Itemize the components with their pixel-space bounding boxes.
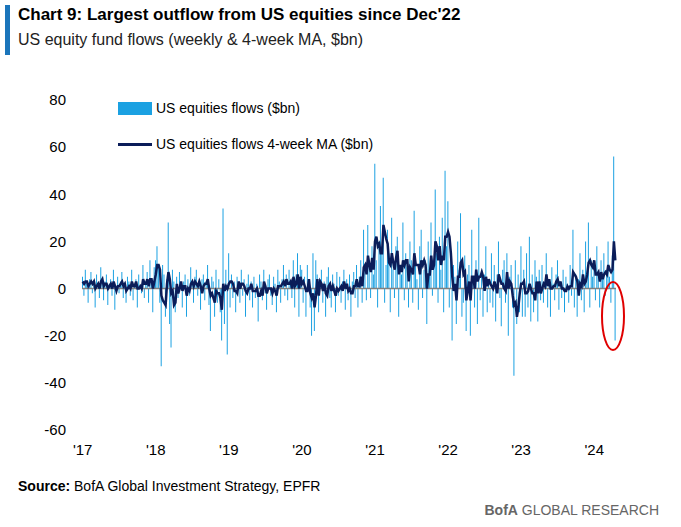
svg-text:40: 40 [49,186,66,203]
svg-text:'22: '22 [438,441,458,458]
svg-text:-20: -20 [44,327,66,344]
svg-text:'18: '18 [146,441,166,458]
svg-text:60: 60 [49,138,66,155]
svg-text:'24: '24 [584,441,604,458]
html-text:US equities flows 4-week MA ($: US equities flows 4-week MA ($bn) [156,136,374,152]
html-text:US equity fund flows (weekly &: US equity fund flows (weekly & 4-week MA… [18,31,363,48]
svg-text:'23: '23 [511,441,531,458]
html-text:Source: BofA Global Investment: Source: BofA Global Investment Strategy,… [18,478,321,494]
svg-text:'20: '20 [292,441,312,458]
html-text:Chart 9: Largest outflow from: Chart 9: Largest outflow from US equitie… [18,5,461,24]
svg-text:-60: -60 [44,421,66,438]
svg-text:0: 0 [58,280,66,297]
svg-text:80: 80 [49,91,66,108]
svg-text:'21: '21 [365,441,385,458]
html-text:US equities flows ($bn): US equities flows ($bn) [156,100,300,116]
svg-text:-40: -40 [44,374,66,391]
svg-text:20: 20 [49,233,66,250]
html-text:BofA GLOBAL RESEARCH: BofA GLOBAL RESEARCH [484,502,659,518]
svg-text:'19: '19 [219,441,239,458]
svg-text:'17: '17 [73,441,93,458]
